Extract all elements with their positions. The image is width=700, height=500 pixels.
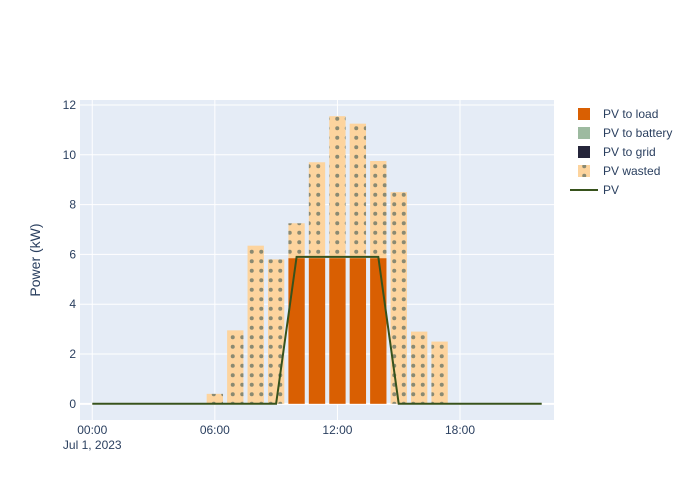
bar-pv-to-load [308, 258, 326, 404]
legend-label: PV to load [603, 107, 658, 121]
y-tick-label: 0 [69, 397, 76, 411]
bar-pv-wasted [267, 259, 285, 404]
legend-item-pv-to-load[interactable]: PV to load [578, 107, 658, 121]
bar-pv-wasted [247, 245, 264, 404]
line-series [92, 255, 542, 405]
y-axis-title: Power (kW) [27, 223, 43, 296]
x-tick-label: 18:00 [445, 423, 475, 437]
legend-swatch [578, 127, 590, 139]
bar-pv-wasted [308, 162, 326, 259]
bar-series [206, 116, 448, 404]
legend-swatch [578, 108, 590, 120]
bar-pv-wasted [329, 116, 346, 259]
x-tick-label: 06:00 [200, 423, 230, 437]
bar-pv-wasted [410, 331, 428, 404]
y-tick-label: 2 [69, 347, 76, 361]
y-tick-label: 10 [63, 148, 77, 162]
x-tick-label: 00:00 [77, 423, 107, 437]
legend-item-pv[interactable]: PV [570, 183, 619, 197]
legend[interactable]: PV to load PV to battery PV to grid PV wast… [570, 107, 672, 197]
bar-pv-to-load [288, 258, 305, 404]
legend-swatch [578, 165, 590, 177]
bar-pv-wasted [206, 393, 224, 404]
bar-pv-wasted [227, 330, 244, 404]
bar-pv-wasted [349, 123, 367, 259]
bar-pv-to-load [349, 258, 367, 404]
y-tick-label: 4 [69, 297, 76, 311]
legend-label: PV to battery [603, 126, 672, 140]
bar-pv-wasted [431, 341, 448, 404]
bar-pv-to-load [329, 258, 346, 404]
x-tick-sublabel: Jul 1, 2023 [63, 438, 122, 452]
legend-swatch [578, 146, 590, 158]
legend-item-pv-to-battery[interactable]: PV to battery [578, 126, 672, 140]
bar-pv-to-load [370, 258, 387, 404]
legend-label: PV wasted [603, 164, 660, 178]
line-pv [92, 255, 542, 405]
y-tick-label: 6 [69, 247, 76, 261]
legend-label: PV [603, 183, 619, 197]
bar-pv-wasted [288, 223, 305, 259]
bar-pv-wasted [370, 161, 387, 259]
y-tick-label: 12 [63, 98, 77, 112]
x-tick-label: 12:00 [322, 423, 352, 437]
y-tick-label: 8 [69, 198, 76, 212]
legend-item-pv-to-grid[interactable]: PV to grid [578, 145, 656, 159]
bar-pv-wasted [390, 192, 407, 404]
legend-label: PV to grid [603, 145, 656, 159]
legend-item-pv-wasted[interactable]: PV wasted [578, 164, 660, 178]
